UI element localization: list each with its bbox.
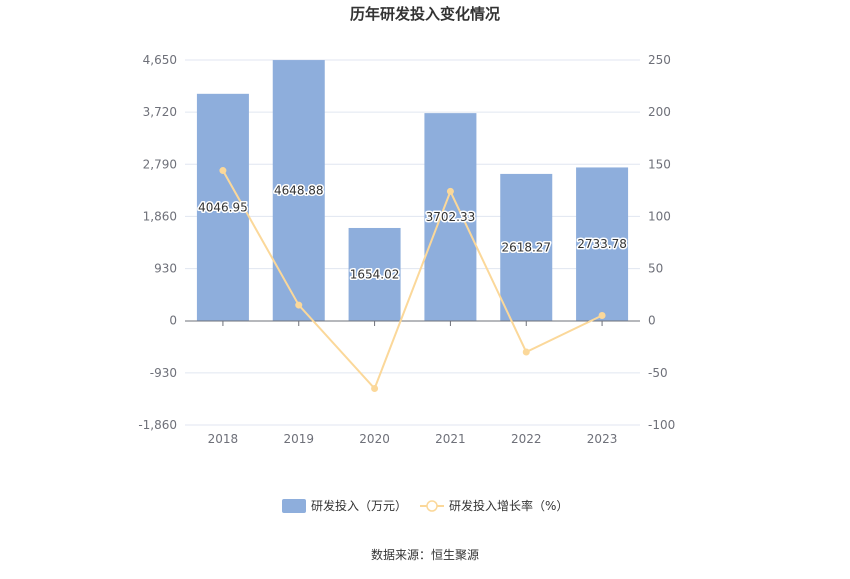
bar-value-label: 2733.78 xyxy=(577,237,627,251)
left-axis-tick-label: 2,790 xyxy=(143,157,177,171)
bar-value-label: 2618.27 xyxy=(501,240,551,254)
left-axis-tick-label: 0 xyxy=(169,314,177,328)
x-axis-tick-label: 2018 xyxy=(208,432,239,446)
bar-value-label: 4046.95 xyxy=(198,200,248,214)
right-axis-tick-label: 50 xyxy=(648,262,663,276)
line-series xyxy=(219,167,606,392)
legend-bar-label[interactable]: 研发投入（万元） xyxy=(311,498,407,513)
growth-point xyxy=(446,187,454,195)
legend-line-label[interactable]: 研发投入增长率（%） xyxy=(449,498,568,513)
legend: 研发投入（万元） 研发投入增长率（%） xyxy=(282,498,568,513)
left-axis-tick-label: 930 xyxy=(154,262,177,276)
left-axis-tick-label: 1,860 xyxy=(143,209,177,223)
bar-value-label: 3702.33 xyxy=(426,210,476,224)
left-axis-tick-label: -1,860 xyxy=(138,418,177,432)
growth-point xyxy=(522,348,530,356)
growth-point xyxy=(371,385,379,392)
right-axis-tick-label: 250 xyxy=(648,53,671,67)
x-axis: 2018 2019 2020 2021 2022 2023 xyxy=(185,320,640,446)
right-axis-tick-label: 200 xyxy=(648,105,671,119)
x-axis-tick-label: 2023 xyxy=(587,432,618,446)
bar-value-label: 1654.02 xyxy=(350,267,400,281)
legend-line-swatch-marker[interactable] xyxy=(426,500,438,512)
bar xyxy=(272,60,325,321)
growth-point xyxy=(219,167,227,175)
grid-lines xyxy=(185,59,640,426)
x-axis-tick-label: 2019 xyxy=(283,432,314,446)
x-axis-tick-label: 2020 xyxy=(359,432,390,446)
right-axis-tick-label: -100 xyxy=(648,418,675,432)
right-axis-tick-label: -50 xyxy=(648,366,668,380)
bar xyxy=(576,167,629,321)
x-axis-tick-label: 2021 xyxy=(435,432,466,446)
growth-point xyxy=(295,301,303,309)
bar xyxy=(348,227,401,321)
left-axis-tick-label: 3,720 xyxy=(143,105,177,119)
right-axis-tick-label: 150 xyxy=(648,157,671,171)
bar xyxy=(424,113,477,321)
legend-bar-swatch[interactable] xyxy=(282,499,306,513)
left-y-axis: 4,650 3,720 2,790 1,860 930 0 -930 -1,860 xyxy=(138,53,177,432)
growth-line xyxy=(222,170,603,391)
right-y-axis: 250 200 150 100 50 0 -50 -100 xyxy=(648,53,675,432)
bar-series xyxy=(196,60,629,322)
bar xyxy=(196,93,249,322)
bar xyxy=(500,173,553,321)
bar-value-label: 4648.88 xyxy=(274,184,324,198)
left-axis-tick-label: 4,650 xyxy=(143,53,177,67)
right-axis-tick-label: 0 xyxy=(648,314,656,328)
chart-title: 历年研发投入变化情况 xyxy=(350,5,500,23)
x-axis-tick-label: 2022 xyxy=(511,432,542,446)
right-axis-tick-label: 100 xyxy=(648,209,671,223)
left-axis-tick-label: -930 xyxy=(150,366,177,380)
source-note: 数据来源：恒生聚源 xyxy=(371,547,479,562)
bar-value-labels: 4046.95 4648.88 1654.02 3702.33 2618.27 2733.… xyxy=(197,182,629,283)
growth-point xyxy=(598,312,606,319)
